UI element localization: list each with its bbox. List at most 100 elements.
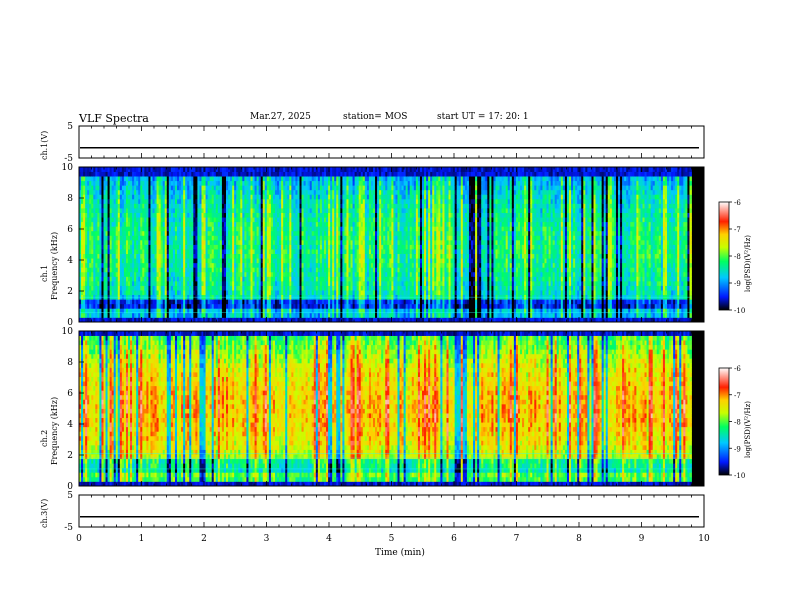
ch1-spec-cell: [356, 189, 360, 195]
ch1-spec-cell: [89, 249, 92, 255]
ch1-spec-cell: [197, 235, 200, 241]
ch1-spec-cell: [317, 212, 321, 218]
ch1-spec-cell: [215, 267, 219, 273]
ch1-spec-cell: [279, 299, 282, 305]
ch1-spec-cell: [162, 285, 166, 291]
ch1-spec-cell: [101, 185, 104, 191]
ch1-spec-cell: [301, 167, 304, 172]
ch1-spec-cell: [299, 285, 302, 291]
ch1-spec-cell: [350, 176, 353, 182]
ch1-spec-cell: [144, 253, 147, 259]
ch1-spec-cell: [144, 280, 147, 286]
ch1-spec-cell: [283, 171, 286, 177]
ch1-spec-cell: [87, 194, 90, 200]
ch1-spec-cell: [254, 180, 258, 186]
ch1-spec-cell: [101, 217, 104, 223]
ch1-spec-cell: [228, 258, 231, 264]
ch1-spec-cell: [358, 217, 362, 223]
ch1-spec-cell: [319, 280, 323, 286]
ch1-spec-cell: [285, 285, 288, 291]
ch1-spec-cell: [172, 276, 176, 282]
ch1-spec-cell: [197, 267, 200, 273]
ch1-spec-cell: [130, 226, 133, 232]
ch1-spec-cell: [144, 203, 147, 209]
ch1-spec-cell: [313, 230, 317, 236]
ch1-spec-cell: [160, 285, 164, 291]
ch1-spec-cell: [168, 203, 172, 209]
ch1-spec-cell: [356, 239, 360, 245]
ch1-spec-cell: [258, 226, 262, 232]
ch1-spec-cell: [95, 312, 98, 318]
ch1-spec-cell: [234, 239, 237, 245]
ch1-spec-cell: [342, 249, 345, 255]
ch1-spec-cell: [211, 258, 215, 264]
ch1-spec-cell: [356, 212, 360, 218]
ch1-spec-cell: [191, 249, 194, 255]
ch1-spec-cell: [291, 221, 294, 227]
ch1-spec-cell: [244, 285, 247, 291]
ch1-spec-cell: [89, 171, 92, 177]
ch1-spec-cell: [270, 212, 274, 218]
ch1-spec-cell: [140, 249, 143, 255]
ch1-spec-cell: [328, 176, 331, 182]
ch1-spec-cell: [187, 217, 190, 223]
ch1-spec-cell: [185, 167, 188, 172]
ch1-spec-cell: [187, 244, 190, 250]
ch1-spec-cell: [217, 262, 221, 268]
ch1-spec-cell: [270, 258, 274, 264]
ch1-spec-cell: [356, 271, 360, 277]
ch1-spec-cell: [256, 285, 260, 291]
ch1-spec-cell: [132, 280, 135, 286]
ch1-spec-cell: [168, 194, 172, 200]
ch1-spec-cell: [162, 235, 166, 241]
ch1-spec-cell: [234, 185, 237, 191]
ch1-spec-cell: [128, 267, 131, 273]
ch1-spec-cell: [183, 262, 186, 268]
ch1-spec-cell: [348, 180, 351, 186]
ch1-spec-cell: [154, 171, 157, 177]
ch1-spec-cell: [191, 217, 194, 223]
ch1-spec-cell: [330, 171, 333, 177]
ch1-spec-cell: [260, 317, 264, 323]
ch1-spec-cell: [242, 280, 245, 286]
ch1-spec-cell: [150, 262, 153, 268]
ch1-spec-cell: [277, 212, 280, 218]
ch1-spec-cell: [117, 276, 121, 282]
ch1-spec-cell: [299, 271, 302, 277]
ch1-spec-cell: [346, 217, 349, 223]
ch1-spec-cell: [279, 221, 282, 227]
ch1-spec-cell: [238, 203, 241, 209]
ch1-spec-cell: [183, 317, 186, 323]
ch1-spec-cell: [105, 267, 108, 273]
ch1-spec-cell: [226, 276, 229, 282]
ch1-spec-cell: [89, 239, 92, 245]
ch1-spec-cell: [134, 230, 137, 236]
ch1-spec-cell: [191, 271, 194, 277]
ch1-spec-cell: [109, 267, 113, 273]
ch1-spec-cell: [340, 308, 343, 314]
ch1-spec-cell: [344, 221, 347, 227]
ch1-spec-cell: [313, 249, 317, 255]
ch1-spec-cell: [260, 171, 264, 177]
ch1-spec-cell: [213, 253, 217, 259]
ch1-spec-cell: [119, 194, 123, 200]
ch1-spec-cell: [356, 203, 360, 209]
ch1-spec-cell: [217, 267, 221, 273]
ch1-spec-cell: [366, 308, 370, 314]
ch1-spec-cell: [148, 249, 151, 255]
ch1-spec-cell: [238, 308, 241, 314]
ch1-spec-cell: [144, 262, 147, 268]
ch1-spec-cell: [162, 308, 166, 314]
ch1-spec-cell: [344, 317, 347, 323]
ch1-spec-cell: [197, 198, 200, 204]
ch1-spec-cell: [117, 244, 121, 250]
ch1-spec-cell: [275, 258, 278, 264]
ch1-spec-cell: [305, 308, 309, 314]
ch1-spec-cell: [360, 285, 364, 291]
ch1-spec-cell: [103, 203, 106, 209]
ch1-spec-cell: [111, 208, 115, 213]
ch1-spec-cell: [105, 290, 108, 296]
ch1-spec-cell: [311, 267, 315, 273]
ch1-spec-cell: [83, 267, 86, 273]
ch1-spec-cell: [99, 290, 102, 296]
